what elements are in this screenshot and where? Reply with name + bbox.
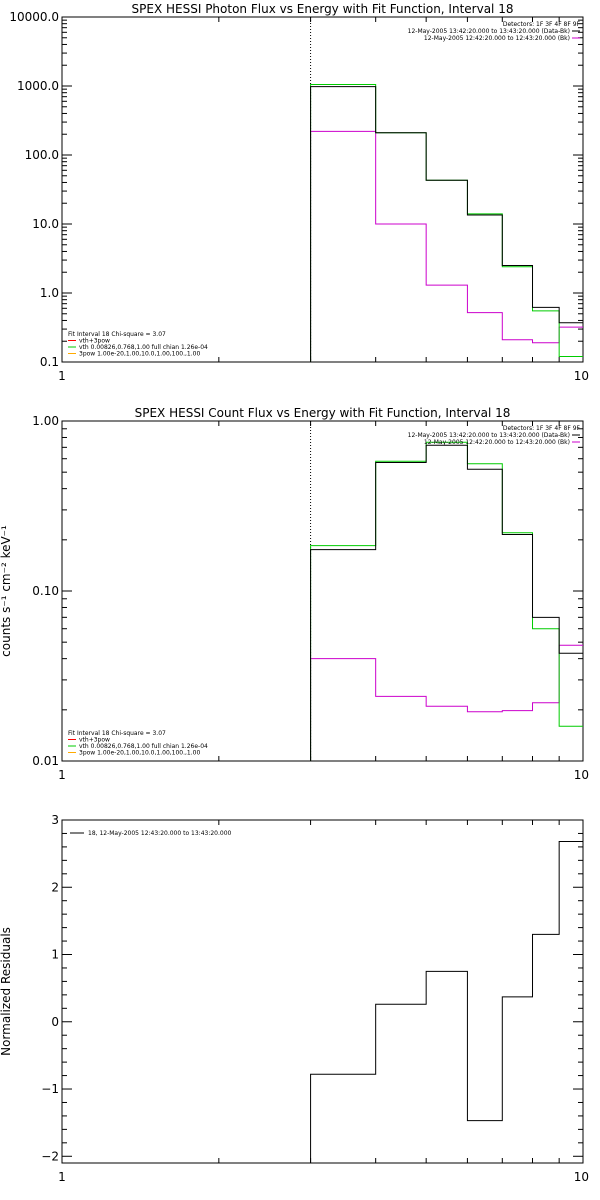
series-data: [310, 86, 583, 362]
info-line: Detectors: 1F 3F 4F 8F 9F: [503, 425, 581, 432]
y-tick-label: 3: [51, 813, 59, 827]
series-bk: [310, 130, 583, 362]
plot-frame: [61, 819, 584, 1164]
y-tick-label: 100.0: [25, 148, 59, 162]
legend-line: 3pow 1.00e-20,1.00,10.0,1.00,100.,1.00: [79, 750, 200, 757]
legend-line: Fit Interval 18 Chi-square = 3.07: [68, 331, 166, 338]
panel-count: SPEX HESSI Count Flux vs Energy with Fit…: [0, 406, 589, 782]
y-tick-label: 10.0: [32, 217, 59, 231]
panel-resid: 1 10 −2 −1 0 1 2 3 Normalized Residuals 18, 12-Ma…: [0, 813, 589, 1184]
legend-line: vth 0.00826,0.768,1.00 full chian 1.26e-…: [79, 344, 208, 351]
y-tick-label: 1.00: [32, 414, 59, 428]
x-tick-label: 1: [58, 369, 66, 383]
chart-title: SPEX HESSI Photon Flux vs Energy with Fi…: [132, 2, 514, 16]
x-tick-label: 1: [58, 768, 66, 782]
series-fit: [310, 441, 583, 761]
series-data: [310, 444, 583, 761]
y-axis-label: Normalized Residuals: [0, 927, 13, 1056]
y-tick-label: 0: [51, 1015, 59, 1029]
series-fit: [310, 84, 583, 362]
plot-frame: [61, 16, 584, 363]
legend-line: vth+3pow: [79, 338, 110, 345]
chart-title: SPEX HESSI Count Flux vs Energy with Fit…: [135, 406, 511, 420]
y-tick-label: 0.01: [32, 754, 59, 768]
info-line: 12-May-2005 12:42:20.000 to 12:43:20.000…: [424, 35, 570, 42]
y-tick-label: 1000.0: [17, 79, 59, 93]
info-line: Detectors: 1F 3F 4F 8F 9F: [503, 21, 581, 28]
series-data: [310, 841, 583, 1163]
plot-frame: [61, 420, 584, 762]
legend-line: 3pow 1.00e-20,1.00,10.0,1.00,100.,1.00: [79, 351, 200, 358]
y-tick-label: −1: [41, 1082, 59, 1096]
y-tick-label: −2: [41, 1149, 59, 1163]
x-tick-label: 10: [574, 1170, 589, 1184]
info-line: 12-May-2005 12:42:20.000 to 12:43:20.000…: [424, 439, 570, 446]
legend-line: vth+3pow: [79, 737, 110, 744]
info-line: 12-May-2005 13:42:20.000 to 13:43:20.000…: [408, 432, 570, 439]
series-bk: [310, 644, 583, 761]
y-tick-label: 0.1: [40, 355, 59, 369]
y-axis-label: counts s⁻¹ cm⁻² keV⁻¹: [0, 525, 13, 657]
y-tick-label: 0.10: [32, 584, 59, 598]
panel-photon: SPEX HESSI Photon Flux vs Energy with Fi…: [9, 2, 589, 383]
legend-line: 18, 12-May-2005 12:43:20.000 to 13:43:20…: [88, 830, 232, 837]
legend-line: vth 0.00826,0.768,1.00 full chian 1.26e-…: [79, 743, 208, 750]
x-tick-label: 10: [574, 768, 589, 782]
y-tick-label: 10000.0: [9, 10, 59, 24]
y-tick-label: 1: [51, 948, 59, 962]
info-line: 12-May-2005 13:42:20.000 to 13:43:20.000…: [408, 28, 570, 35]
x-tick-label: 10: [574, 369, 589, 383]
y-tick-label: 1.0: [40, 286, 59, 300]
legend-line: Fit Interval 18 Chi-square = 3.07: [68, 730, 166, 737]
y-tick-label: 2: [51, 880, 59, 894]
x-tick-label: 1: [58, 1170, 66, 1184]
